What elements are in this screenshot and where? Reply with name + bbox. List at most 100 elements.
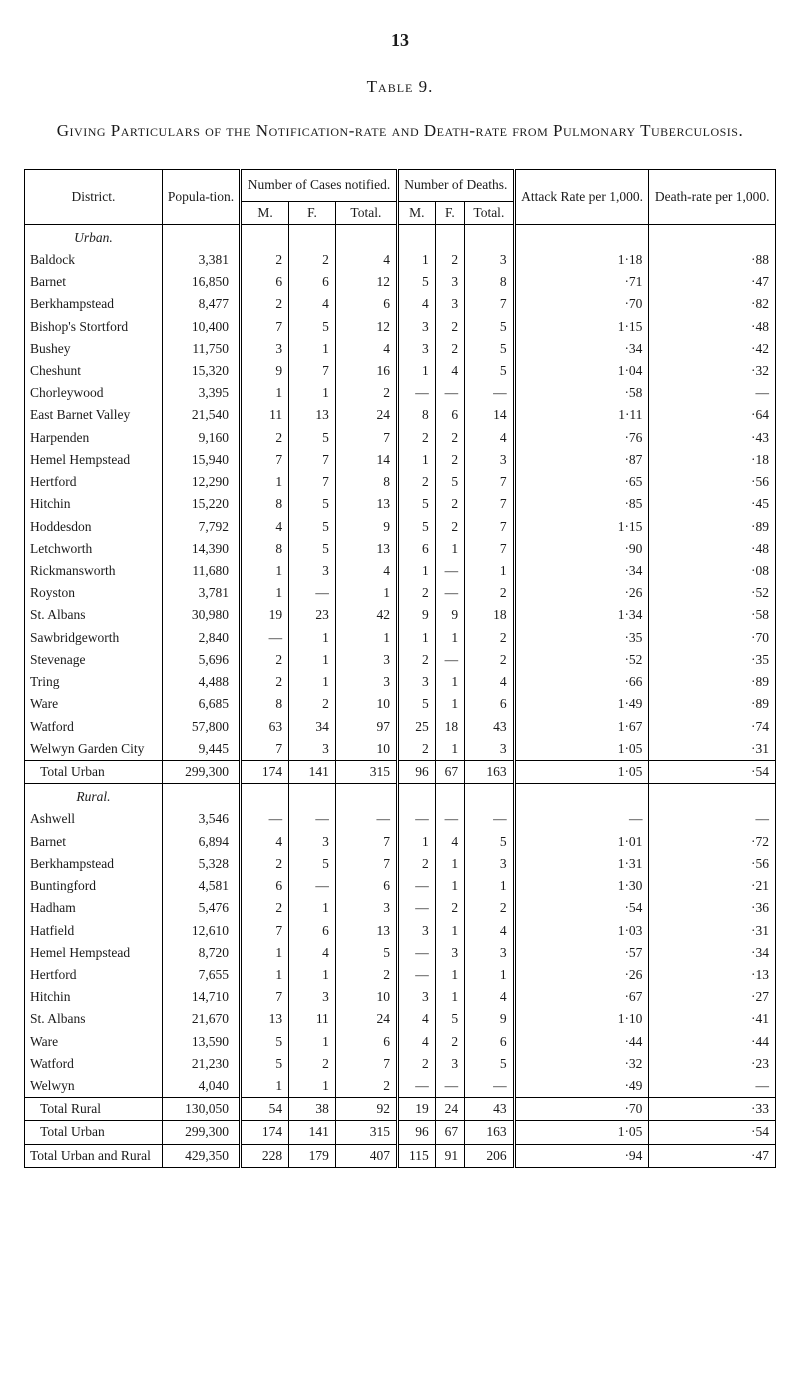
grand-total-row: Total Urban and Rural 429,350 228 179 40… bbox=[25, 1144, 776, 1167]
cell-district: Buntingford bbox=[25, 875, 163, 897]
table-row: Barnet 16,850 6 6 12 5 3 8 ·71 ·47 bbox=[25, 271, 776, 293]
cell-deaths-m: 5 bbox=[397, 516, 435, 538]
cell-death-rate: ·52 bbox=[649, 582, 776, 604]
cell-attack-rate: ·70 bbox=[514, 1098, 649, 1121]
cell-deaths-f: 1 bbox=[435, 627, 464, 649]
cell-cases-m: 174 bbox=[241, 1121, 289, 1144]
cell-cases-m: 1 bbox=[241, 560, 289, 582]
cell-district: Barnet bbox=[25, 271, 163, 293]
cell-deaths-m: 1 bbox=[397, 627, 435, 649]
cell-deaths-f: 18 bbox=[435, 716, 464, 738]
col-population: Popula-tion. bbox=[162, 170, 240, 224]
table-row: Hoddesdon 7,792 4 5 9 5 2 7 1·15 ·89 bbox=[25, 516, 776, 538]
cell-deaths-total: 3 bbox=[465, 449, 515, 471]
cell-district: Chorleywood bbox=[25, 382, 163, 404]
col-district: District. bbox=[25, 170, 163, 224]
cell-cases-m: 3 bbox=[241, 338, 289, 360]
cell-attack-rate: 1·01 bbox=[514, 831, 649, 853]
cell-deaths-f: — bbox=[435, 1075, 464, 1098]
cell-population: 3,546 bbox=[162, 808, 240, 830]
table-row: Baldock 3,381 2 2 4 1 2 3 1·18 ·88 bbox=[25, 249, 776, 271]
cell-death-rate: — bbox=[649, 382, 776, 404]
empty bbox=[397, 224, 435, 249]
cell-cases-f: 4 bbox=[289, 293, 336, 315]
cell-deaths-f: 2 bbox=[435, 338, 464, 360]
cell-cases-total: 8 bbox=[335, 471, 397, 493]
cell-deaths-f: 67 bbox=[435, 1121, 464, 1144]
cell-population: 10,400 bbox=[162, 316, 240, 338]
cell-cases-total: 10 bbox=[335, 738, 397, 761]
cell-cases-f: 5 bbox=[289, 316, 336, 338]
empty bbox=[241, 784, 289, 809]
cell-attack-rate: 1·10 bbox=[514, 1008, 649, 1030]
cell-deaths-m: 5 bbox=[397, 493, 435, 515]
cell-deaths-m: 1 bbox=[397, 831, 435, 853]
cell-cases-total: 13 bbox=[335, 493, 397, 515]
cell-population: 2,840 bbox=[162, 627, 240, 649]
cell-deaths-m: 115 bbox=[397, 1144, 435, 1167]
cell-attack-rate: 1·49 bbox=[514, 693, 649, 715]
cell-district: Letchworth bbox=[25, 538, 163, 560]
cell-attack-rate: ·34 bbox=[514, 338, 649, 360]
cell-district: Hitchin bbox=[25, 493, 163, 515]
table-row: Sawbridgeworth 2,840 — 1 1 1 1 2 ·35 ·70 bbox=[25, 627, 776, 649]
cell-population: 15,220 bbox=[162, 493, 240, 515]
empty bbox=[465, 784, 515, 809]
cell-cases-f: 2 bbox=[289, 1053, 336, 1075]
cell-cases-f: 179 bbox=[289, 1144, 336, 1167]
cell-deaths-m: 5 bbox=[397, 271, 435, 293]
cell-district: Barnet bbox=[25, 831, 163, 853]
cell-cases-m: — bbox=[241, 808, 289, 830]
cell-cases-total: 4 bbox=[335, 338, 397, 360]
cell-district: Total Rural bbox=[25, 1098, 163, 1121]
cell-district: Hertford bbox=[25, 964, 163, 986]
cell-district: Ware bbox=[25, 693, 163, 715]
cell-deaths-total: 1 bbox=[465, 964, 515, 986]
cell-attack-rate: 1·31 bbox=[514, 853, 649, 875]
cell-cases-m: 7 bbox=[241, 738, 289, 761]
cell-cases-f: 1 bbox=[289, 671, 336, 693]
cell-district: Sawbridgeworth bbox=[25, 627, 163, 649]
cell-deaths-total: 14 bbox=[465, 404, 515, 426]
cell-deaths-m: — bbox=[397, 1075, 435, 1098]
table-row: Hertford 12,290 1 7 8 2 5 7 ·65 ·56 bbox=[25, 471, 776, 493]
col-cases-m: M. bbox=[241, 201, 289, 224]
cell-cases-total: 10 bbox=[335, 986, 397, 1008]
cell-district: Watford bbox=[25, 716, 163, 738]
table-row: Ware 13,590 5 1 6 4 2 6 ·44 ·44 bbox=[25, 1031, 776, 1053]
cell-attack-rate: ·71 bbox=[514, 271, 649, 293]
cell-deaths-m: 4 bbox=[397, 1031, 435, 1053]
cell-cases-m: — bbox=[241, 627, 289, 649]
cell-cases-m: 63 bbox=[241, 716, 289, 738]
cell-deaths-total: 163 bbox=[465, 1121, 515, 1144]
cell-attack-rate: ·44 bbox=[514, 1031, 649, 1053]
cell-population: 5,328 bbox=[162, 853, 240, 875]
cell-district: Stevenage bbox=[25, 649, 163, 671]
table-row: Watford 21,230 5 2 7 2 3 5 ·32 ·23 bbox=[25, 1053, 776, 1075]
cell-cases-total: 2 bbox=[335, 964, 397, 986]
cell-death-rate: ·64 bbox=[649, 404, 776, 426]
empty bbox=[649, 784, 776, 809]
cell-death-rate: ·88 bbox=[649, 249, 776, 271]
cell-population: 4,040 bbox=[162, 1075, 240, 1098]
table-row: Watford 57,800 63 34 97 25 18 43 1·67 ·7… bbox=[25, 716, 776, 738]
empty bbox=[335, 784, 397, 809]
cell-deaths-m: — bbox=[397, 875, 435, 897]
cell-population: 3,395 bbox=[162, 382, 240, 404]
cell-deaths-f: — bbox=[435, 649, 464, 671]
cell-cases-m: 5 bbox=[241, 1031, 289, 1053]
cell-deaths-m: 6 bbox=[397, 538, 435, 560]
cell-deaths-f: 9 bbox=[435, 604, 464, 626]
cell-cases-f: 1 bbox=[289, 627, 336, 649]
cell-deaths-m: 4 bbox=[397, 1008, 435, 1030]
cell-deaths-f: — bbox=[435, 382, 464, 404]
cell-attack-rate: ·94 bbox=[514, 1144, 649, 1167]
cell-cases-total: 13 bbox=[335, 538, 397, 560]
table-row: Cheshunt 15,320 9 7 16 1 4 5 1·04 ·32 bbox=[25, 360, 776, 382]
cell-cases-f: 1 bbox=[289, 964, 336, 986]
cell-cases-f: 3 bbox=[289, 560, 336, 582]
cell-deaths-f: 2 bbox=[435, 1031, 464, 1053]
cell-death-rate: ·56 bbox=[649, 853, 776, 875]
cell-deaths-f: 2 bbox=[435, 897, 464, 919]
cell-cases-total: 1 bbox=[335, 582, 397, 604]
